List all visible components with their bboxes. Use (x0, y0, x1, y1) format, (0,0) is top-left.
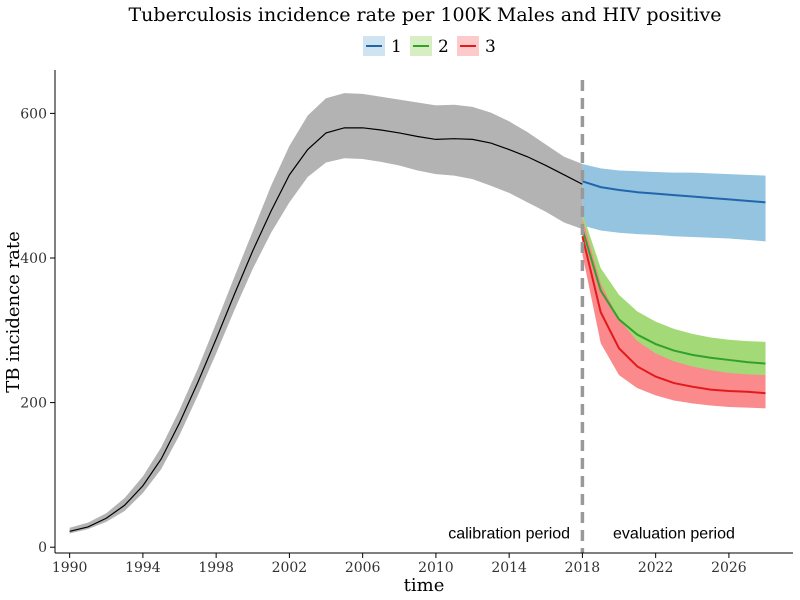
legend-label: 3 (485, 37, 496, 57)
legend-label: 1 (391, 37, 402, 57)
legend-item-2: 2 (410, 36, 449, 57)
axes: 1990 1994 1998 2002 2006 2010 2014 2018 2022 2026… (20, 70, 793, 576)
legend-item-3: 3 (457, 36, 496, 57)
x-tick-label: 2014 (491, 560, 527, 576)
legend: 1 2 3 (363, 36, 496, 57)
plot-area: calibration period evaluation period (69, 80, 766, 553)
y-tick-label: 200 (20, 396, 47, 412)
series-lines (69, 127, 766, 532)
x-tick-label: 2022 (638, 560, 674, 576)
series-3-band (582, 218, 766, 409)
y-tick-label: 400 (20, 251, 47, 267)
x-tick-label: 2010 (418, 560, 454, 576)
x-tick-label: 2002 (272, 560, 308, 576)
y-tick-label: 600 (20, 106, 47, 122)
legend-label: 2 (438, 37, 449, 57)
series-1-band (582, 164, 766, 242)
x-ticks: 1990 1994 1998 2002 2006 2010 2014 2018 2022 2026 (52, 553, 747, 576)
x-tick-label: 2026 (711, 560, 747, 576)
y-tick-label: 0 (38, 540, 47, 556)
period-annotations: calibration period evaluation period (448, 525, 735, 542)
calibration-line (69, 127, 583, 532)
evaluation-period-label: evaluation period (613, 525, 735, 542)
series-1-line (582, 180, 766, 204)
x-tick-label: 1998 (198, 560, 234, 576)
legend-item-1: 1 (363, 36, 402, 57)
x-tick-label: 1994 (125, 560, 161, 576)
calibration-period-label: calibration period (448, 525, 570, 542)
y-ticks: 0 200 400 600 (20, 106, 55, 556)
y-axis-label: TB incidence rate (3, 231, 24, 393)
series-2-line (581, 228, 766, 365)
series-3-line (581, 236, 766, 395)
chart-title: Tuberculosis incidence rate per 100K Mal… (129, 4, 722, 26)
x-axis-label: time (404, 575, 445, 596)
confidence-bands (69, 93, 766, 534)
x-tick-label: 1990 (52, 560, 88, 576)
x-tick-label: 2018 (565, 560, 601, 576)
x-tick-label: 2006 (345, 560, 381, 576)
calibration-band (69, 93, 583, 534)
